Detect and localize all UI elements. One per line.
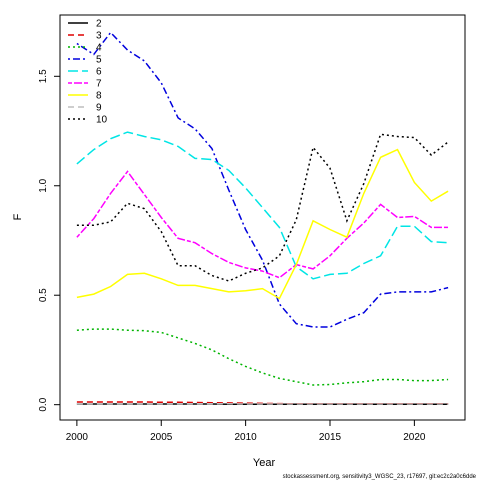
y-tick-label: 0.0: [38, 397, 49, 411]
y-tick-label: 0.5: [38, 288, 49, 302]
y-axis-title: F: [12, 213, 24, 220]
footer-credit: stockassessment.org, sensitivity3_WGSC_2…: [283, 474, 477, 480]
x-tick-label: 2010: [235, 432, 258, 443]
legend-label-6: 6: [96, 67, 102, 78]
series-layer: [76, 31, 449, 405]
legend-label-8: 8: [96, 91, 102, 102]
x-tick-label: 2000: [66, 432, 89, 443]
y-tick-label: 1.5: [38, 69, 49, 83]
x-tick-label: 2015: [319, 432, 342, 443]
legend-label-9: 9: [96, 103, 102, 114]
series-line-10: [76, 133, 449, 282]
series-line-7: [76, 170, 449, 279]
y-axis: 0.0 0.5 1.0 1.5: [38, 69, 61, 412]
legend-label-4: 4: [96, 43, 102, 54]
x-tick-label: 2005: [150, 432, 173, 443]
legend-label-10: 10: [96, 115, 108, 126]
series-line-5: [76, 31, 449, 328]
x-axis-title: Year: [253, 457, 276, 469]
legend-label-3: 3: [96, 31, 102, 42]
legend-label-5: 5: [96, 55, 102, 66]
series-line-4: [76, 328, 449, 386]
x-tick-label: 2020: [403, 432, 426, 443]
legend-label-2: 2: [96, 19, 102, 30]
legend-label-7: 7: [96, 79, 102, 90]
series-line-6: [76, 131, 449, 280]
series-line-8: [76, 148, 449, 300]
y-tick-label: 1.0: [38, 178, 49, 192]
x-axis: 2000 2005 2010 2015 2020: [66, 419, 426, 443]
